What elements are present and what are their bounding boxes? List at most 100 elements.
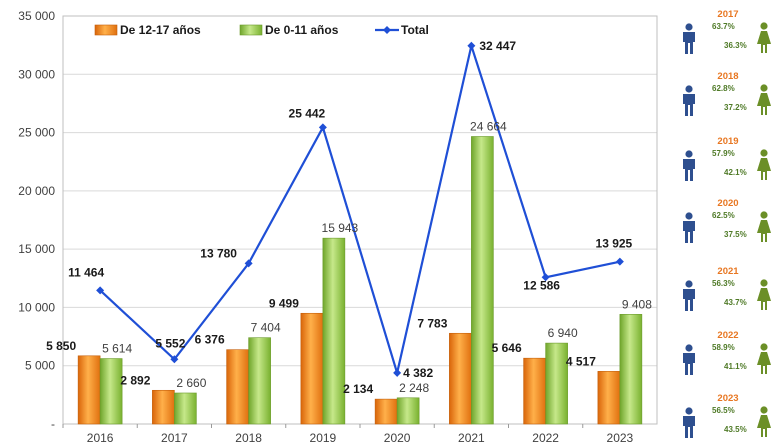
total-label: 12 586: [523, 278, 560, 292]
male-person-icon: [681, 344, 697, 381]
female-percentage: 37.2%: [724, 103, 747, 112]
bar-12-17-label: 4 517: [566, 354, 596, 368]
x-tick-label: 2017: [161, 431, 188, 445]
female-percentage: 36.3%: [724, 41, 747, 50]
gender-year-block: 2020 62.5% 37.5%: [676, 198, 774, 250]
total-point: [467, 42, 475, 50]
bar-12-17: [598, 371, 620, 424]
male-percentage: 56.5%: [712, 406, 735, 415]
male-person-icon: [681, 407, 697, 444]
combo-chart: - 5 000 10 000 15 000 20 000 25 000 30 000 35 0…: [0, 0, 676, 446]
legend-marker-total: [383, 26, 391, 34]
total-label: 5 552: [155, 336, 185, 350]
female-person-icon: [756, 22, 772, 59]
total-series-line: [100, 46, 620, 373]
bar-0-11: [100, 359, 122, 424]
gender-year-label: 2021: [706, 266, 750, 277]
bar-0-11-label: 15 943: [322, 221, 359, 235]
bar-12-17-label: 6 376: [195, 333, 225, 347]
y-tick-label: 15 000: [18, 242, 55, 256]
total-point: [616, 258, 624, 266]
y-tick-label: 5 000: [25, 359, 55, 373]
female-person-icon: [756, 149, 772, 186]
bar-0-11: [323, 238, 345, 424]
total-point: [319, 123, 327, 131]
legend: De 12-17 años De 0-11 años Total: [95, 23, 429, 37]
total-label: 13 780: [200, 246, 237, 260]
bar-0-11-label: 5 614: [102, 342, 132, 356]
total-label: 25 442: [289, 106, 326, 120]
total-label: 13 925: [596, 237, 633, 251]
female-person-icon: [756, 279, 772, 316]
bar-0-11: [174, 393, 196, 424]
x-tick-label: 2018: [235, 431, 262, 445]
y-tick-label: 25 000: [18, 126, 55, 140]
male-person-icon: [681, 150, 697, 187]
x-tick-label: 2019: [310, 431, 337, 445]
male-person-icon: [681, 280, 697, 317]
bar-12-17: [227, 350, 249, 424]
gender-year-block: 2022 58.9% 41.1%: [676, 330, 774, 382]
bar-12-17-label: 5 850: [46, 339, 76, 353]
male-person-icon: [681, 212, 697, 249]
total-label: 32 447: [479, 39, 516, 53]
gender-year-label: 2022: [706, 330, 750, 341]
bar-12-17: [375, 399, 397, 424]
y-tick-label: -: [51, 417, 55, 431]
male-percentage: 56.3%: [712, 279, 735, 288]
bar-12-17-label: 7 783: [417, 316, 447, 330]
female-person-icon: [756, 211, 772, 248]
female-percentage: 37.5%: [724, 230, 747, 239]
bar-0-11-label: 24 664: [470, 119, 507, 133]
gender-year-block: 2021 56.3% 43.7%: [676, 266, 774, 318]
gender-year-block: 2018 62.8% 37.2%: [676, 71, 774, 123]
bar-0-11-label: 7 404: [251, 321, 281, 335]
gender-year-block: 2017 63.7% 36.3%: [676, 9, 774, 61]
male-percentage: 62.5%: [712, 211, 735, 220]
bar-12-17: [78, 356, 100, 424]
bar-0-11-label: 2 248: [399, 381, 429, 395]
gender-year-label: 2020: [706, 198, 750, 209]
bar-12-17: [152, 390, 174, 424]
female-percentage: 42.1%: [724, 168, 747, 177]
x-tick-label: 2020: [384, 431, 411, 445]
gender-year-label: 2019: [706, 136, 750, 147]
male-percentage: 62.8%: [712, 84, 735, 93]
legend-label-0-11: De 0-11 años: [265, 23, 339, 37]
bar-0-11: [249, 338, 271, 424]
total-point: [393, 369, 401, 377]
male-percentage: 58.9%: [712, 343, 735, 352]
x-tick-label: 2016: [87, 431, 114, 445]
y-tick-label: 20 000: [18, 184, 55, 198]
legend-label-12-17: De 12-17 años: [120, 23, 201, 37]
female-person-icon: [756, 406, 772, 443]
x-tick-label: 2023: [607, 431, 634, 445]
bar-0-11: [620, 314, 642, 424]
total-label: 11 464: [68, 265, 104, 279]
bar-0-11-label: 9 408: [622, 297, 652, 311]
female-percentage: 41.1%: [724, 362, 747, 371]
gender-year-label: 2017: [706, 9, 750, 20]
bar-0-11-label: 6 940: [548, 326, 578, 340]
bar-12-17-label: 2 134: [343, 382, 373, 396]
male-person-icon: [681, 85, 697, 122]
male-percentage: 63.7%: [712, 22, 735, 31]
bar-0-11: [397, 398, 419, 424]
gender-year-block: 2023 56.5% 43.5%: [676, 393, 774, 445]
female-percentage: 43.7%: [724, 298, 747, 307]
male-person-icon: [681, 23, 697, 60]
bar-0-11: [471, 136, 493, 424]
legend-label-total: Total: [401, 23, 429, 37]
x-tick-label: 2021: [458, 431, 485, 445]
bar-12-17-label: 2 892: [120, 373, 150, 387]
y-tick-label: 10 000: [18, 300, 55, 314]
female-person-icon: [756, 343, 772, 380]
legend-swatch-12-17: [95, 25, 117, 35]
bar-12-17: [449, 333, 471, 424]
gender-year-block: 2019 57.9% 42.1%: [676, 136, 774, 188]
gender-year-label: 2018: [706, 71, 750, 82]
total-label: 4 382: [403, 366, 433, 380]
female-percentage: 43.5%: [724, 425, 747, 434]
x-tick-label: 2022: [532, 431, 559, 445]
y-tick-label: 30 000: [18, 67, 55, 81]
